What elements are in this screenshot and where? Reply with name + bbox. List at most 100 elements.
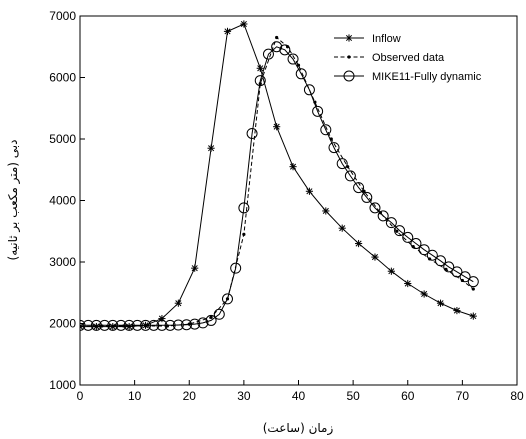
- legend-label: Inflow: [372, 33, 401, 45]
- x-tick-label: 50: [346, 389, 360, 403]
- data-point: [313, 100, 317, 104]
- y-tick-label: 6000: [49, 71, 76, 85]
- data-point: [361, 191, 373, 203]
- data-point: [347, 55, 351, 59]
- data-point: [460, 278, 464, 283]
- data-point: [205, 314, 217, 326]
- data-point: [320, 124, 332, 136]
- data-point: [436, 299, 445, 307]
- data-point: [471, 287, 475, 291]
- series-layer: [80, 20, 479, 331]
- data-point: [362, 189, 366, 193]
- data-point: [99, 319, 111, 331]
- data-point: [296, 63, 301, 67]
- legend: Inflow Observed data MIKE11-Fully dynamic: [330, 28, 513, 92]
- data-point: [82, 319, 94, 331]
- y-tick-label: 1000: [49, 378, 76, 392]
- data-point: [240, 20, 248, 28]
- data-point: [230, 262, 242, 274]
- x-tick-label: 10: [128, 389, 142, 403]
- data-point: [141, 321, 150, 329]
- data-point: [285, 45, 290, 49]
- y-tick-label: 3000: [49, 255, 76, 269]
- data-point: [371, 253, 379, 261]
- data-point: [385, 217, 397, 229]
- data-point: [289, 163, 297, 171]
- data-point: [336, 158, 348, 170]
- data-point: [223, 27, 232, 35]
- data-point: [411, 245, 415, 249]
- data-point: [80, 322, 84, 331]
- data-point: [469, 312, 477, 320]
- data-point: [158, 314, 166, 323]
- series-inflow: [80, 20, 477, 331]
- data-point: [377, 210, 389, 222]
- data-point: [221, 293, 233, 305]
- data-point: [275, 35, 279, 40]
- data-point: [164, 319, 176, 331]
- x-tick-label: 20: [183, 389, 197, 403]
- x-tick-label: 80: [510, 389, 524, 403]
- data-point: [322, 207, 330, 215]
- data-point: [225, 297, 230, 301]
- x-tick-label: 70: [456, 389, 470, 403]
- data-point: [207, 144, 215, 152]
- data-point: [395, 229, 399, 233]
- data-point: [125, 322, 133, 331]
- legend-box: [330, 28, 513, 92]
- data-point: [256, 64, 264, 72]
- data-point: [343, 70, 355, 82]
- data-point: [242, 232, 246, 236]
- data-point: [338, 224, 346, 232]
- legend-entry: MIKE11-Fully dynamic: [334, 70, 482, 83]
- data-point: [165, 324, 169, 328]
- x-tick-label: 0: [77, 389, 84, 403]
- data-point: [273, 123, 281, 131]
- legend-entry: Observed data: [334, 52, 445, 64]
- y-axis-label: دبی (متر مکعب بر ثانیه): [6, 140, 21, 261]
- data-point: [387, 267, 395, 275]
- data-point: [329, 137, 333, 141]
- data-point: [426, 249, 438, 261]
- data-point: [346, 165, 350, 169]
- data-point: [378, 211, 383, 215]
- data-point: [107, 319, 119, 331]
- data-point: [209, 315, 213, 319]
- data-point: [369, 202, 381, 214]
- data-point: [238, 202, 250, 214]
- data-point: [305, 187, 314, 195]
- data-point: [444, 267, 448, 271]
- data-point: [354, 239, 363, 248]
- x-axis-label: زمان (ساعت): [263, 421, 334, 436]
- data-point: [344, 170, 356, 182]
- data-point: [459, 271, 471, 283]
- legend-label: MIKE11-Fully dynamic: [372, 71, 482, 83]
- legend-entry: Inflow: [334, 33, 401, 45]
- data-point: [394, 225, 406, 237]
- data-point: [115, 319, 127, 331]
- y-tick-label: 5000: [49, 132, 76, 146]
- data-point: [246, 127, 258, 139]
- y-axis: 1000 2000 3000 4000 5000 6000 7000: [49, 9, 85, 392]
- data-point: [328, 142, 340, 154]
- data-point: [80, 319, 86, 331]
- data-point: [187, 322, 191, 326]
- data-point: [404, 279, 412, 288]
- data-point: [271, 41, 283, 53]
- y-tick-label: 2000: [49, 317, 76, 331]
- data-point: [295, 68, 307, 80]
- data-point: [191, 264, 199, 272]
- x-axis: 0 10 20 30 40 50 60 70 80: [77, 380, 524, 403]
- data-point: [345, 34, 353, 42]
- data-point: [258, 82, 262, 86]
- data-point: [453, 306, 461, 315]
- y-tick-label: 7000: [49, 9, 76, 23]
- x-tick-label: 30: [237, 389, 251, 403]
- x-tick-label: 40: [292, 389, 306, 403]
- legend-label: Observed data: [372, 52, 445, 64]
- y-tick-label: 4000: [49, 194, 76, 208]
- data-point: [262, 48, 274, 60]
- data-point: [428, 257, 432, 261]
- series-line: [80, 36, 474, 328]
